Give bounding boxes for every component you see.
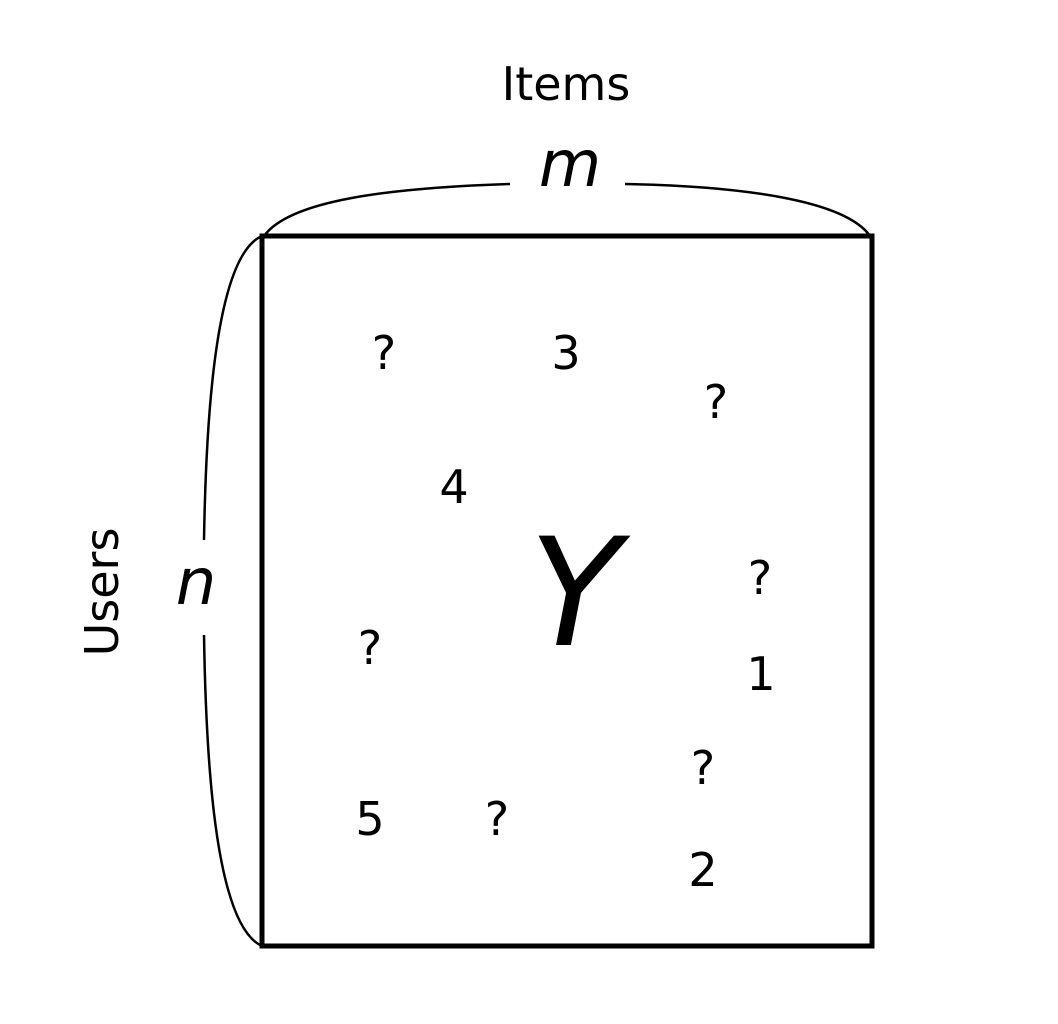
items-label: Items [502, 57, 631, 111]
cell-rating: 4 [439, 460, 468, 514]
cell-rating: 1 [746, 647, 775, 701]
top-brace-left [262, 182, 511, 237]
n-label: n [176, 546, 217, 620]
left-brace-bottom [202, 634, 263, 948]
cell-unknown: ? [704, 375, 728, 429]
cell-unknown: ? [372, 326, 396, 380]
m-label: m [539, 128, 601, 202]
cell-unknown: ? [485, 792, 509, 846]
matrix-label-y: Y [529, 507, 631, 681]
left-brace-top [202, 234, 263, 541]
cell-unknown: ? [691, 741, 715, 795]
matrix-box [259, 233, 875, 949]
top-brace-right [624, 182, 872, 237]
cell-rating: 3 [551, 326, 580, 380]
cell-unknown: ? [358, 621, 382, 675]
users-label: Users [75, 528, 129, 657]
cell-unknown: ? [748, 551, 772, 605]
cell-rating: 2 [688, 843, 717, 897]
cell-rating: 5 [355, 792, 384, 846]
